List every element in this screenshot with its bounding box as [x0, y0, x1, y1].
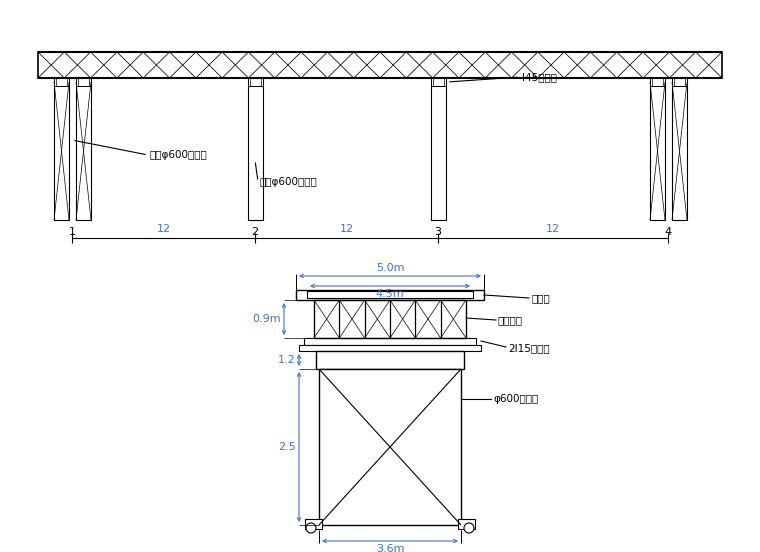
Bar — [650, 78, 665, 86]
Bar — [672, 78, 687, 86]
Bar — [307, 291, 473, 298]
Text: 桥面系: 桥面系 — [531, 293, 549, 303]
Bar — [672, 82, 687, 220]
Bar — [431, 82, 446, 220]
Text: 4: 4 — [664, 227, 672, 237]
Text: 2: 2 — [252, 227, 258, 237]
Bar — [54, 78, 69, 86]
Bar — [305, 519, 322, 529]
Text: 单排φ600钉管栖: 单排φ600钉管栖 — [260, 177, 318, 187]
Text: 1: 1 — [68, 227, 75, 237]
Text: 双排φ600钉管栖: 双排φ600钉管栖 — [150, 150, 207, 160]
Bar — [431, 78, 446, 86]
Bar — [650, 82, 665, 220]
Text: 12: 12 — [157, 224, 170, 234]
Text: 1.2: 1.2 — [278, 355, 296, 365]
Bar — [316, 351, 464, 369]
Text: 3.6m: 3.6m — [375, 544, 404, 552]
Bar — [296, 290, 484, 300]
Bar — [314, 300, 466, 338]
Bar — [458, 519, 475, 529]
Bar — [76, 78, 91, 86]
Text: I45工字钉: I45工字钉 — [522, 72, 557, 82]
Bar — [304, 338, 476, 345]
Text: 5.0m: 5.0m — [375, 263, 404, 273]
Bar — [299, 345, 481, 351]
Text: 12: 12 — [340, 224, 353, 234]
Text: 2.5: 2.5 — [278, 442, 296, 452]
Circle shape — [464, 523, 474, 533]
Text: 2I15工字鑉: 2I15工字鑉 — [508, 343, 549, 353]
Text: 3: 3 — [435, 227, 442, 237]
Bar — [248, 78, 263, 86]
Bar — [76, 82, 91, 220]
Bar — [248, 82, 263, 220]
Text: 4.5m: 4.5m — [375, 289, 404, 299]
Bar — [54, 82, 69, 220]
Text: 0.9m: 0.9m — [252, 314, 281, 324]
Bar — [319, 369, 461, 525]
Bar — [38, 52, 722, 78]
Text: 贝雷桁架: 贝雷桁架 — [498, 315, 523, 325]
Circle shape — [306, 523, 316, 533]
Text: 12: 12 — [546, 224, 560, 234]
Text: φ600钉管栖: φ600钉管栖 — [493, 394, 538, 404]
